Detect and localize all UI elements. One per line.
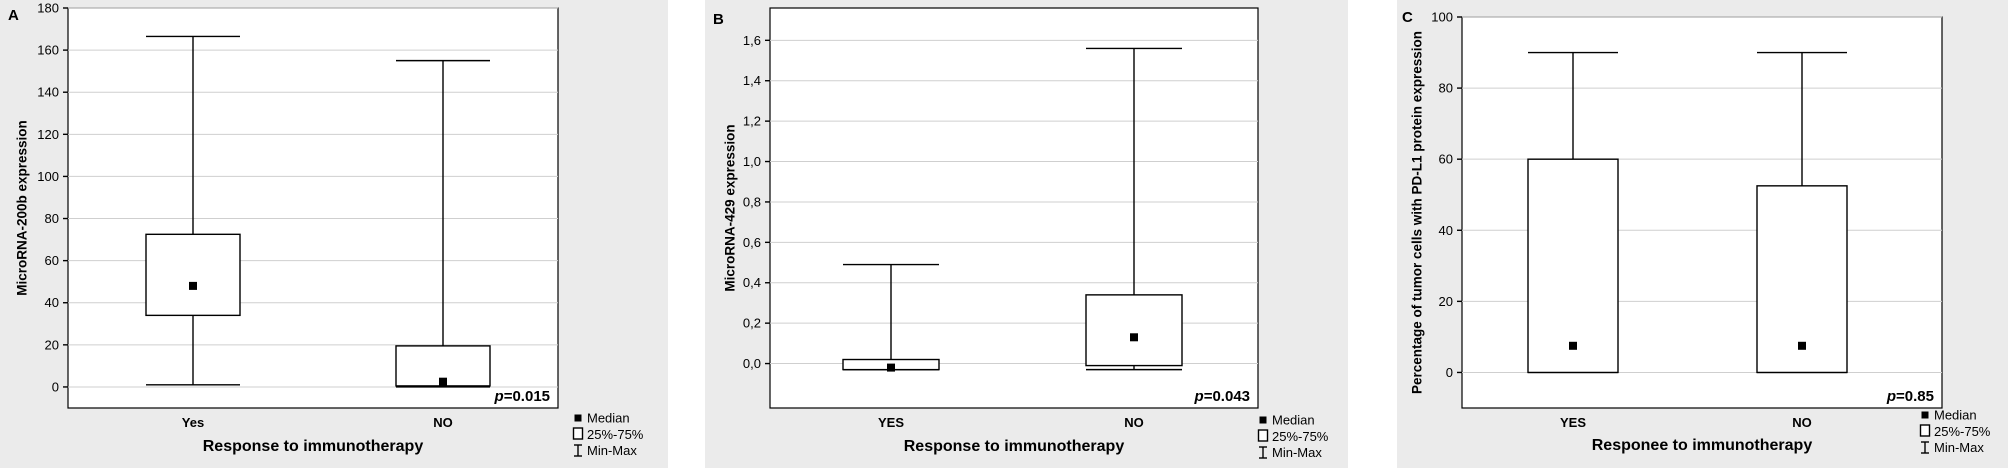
y-tick-label: 120 xyxy=(37,127,59,142)
x-tick-label: Yes xyxy=(182,415,204,430)
median-marker xyxy=(1569,341,1577,350)
p-value-number: =0.85 xyxy=(1896,388,1934,405)
iqr-box xyxy=(1756,185,1848,374)
x-tick-label: NO xyxy=(1792,415,1812,430)
y-tick-label: 180 xyxy=(37,1,59,16)
y-tick-label: 0 xyxy=(1446,365,1453,380)
panel-letter: B xyxy=(713,11,724,28)
iqr-box xyxy=(1527,158,1619,374)
box-yes xyxy=(145,35,241,386)
p-value: p=0.85 xyxy=(1886,388,1934,405)
p-value-symbol: p xyxy=(1886,388,1896,405)
y-tick-label: 60 xyxy=(1439,152,1453,167)
y-tick-label: 1,4 xyxy=(743,73,761,88)
iqr-box xyxy=(1085,294,1183,367)
panel-c: 0 20 40 60 80 100 C Percentage of tumor cells w… xyxy=(1397,0,2008,468)
y-tick-label: 0,4 xyxy=(743,275,761,290)
median-marker xyxy=(439,377,447,386)
x-axis-label: Responee to immunotherapy xyxy=(1592,437,1813,454)
y-axis-label: MicroRNA-429 expression xyxy=(723,124,738,291)
legend-box-marker xyxy=(572,427,584,440)
y-tick-label: 0,8 xyxy=(743,194,761,209)
panel-letter: A xyxy=(8,7,19,24)
y-tick-label: 140 xyxy=(37,85,59,100)
legend-median-label: Median xyxy=(1272,413,1315,428)
p-value-symbol: p xyxy=(494,388,504,405)
legend-median-label: Median xyxy=(1934,408,1977,423)
box-no xyxy=(1085,47,1183,371)
y-tick-label: 40 xyxy=(45,295,59,310)
x-axis-label: Response to immunotherapy xyxy=(904,438,1125,455)
legend-box-marker xyxy=(1257,429,1269,442)
y-tick-label: 40 xyxy=(1439,223,1453,238)
legend-range-label: Min-Max xyxy=(1934,440,1984,455)
y-axis-label: Percentage of tumor cells with PD-L1 pro… xyxy=(1410,31,1425,394)
y-tick-label: 20 xyxy=(1439,294,1453,309)
box-yes xyxy=(842,263,940,372)
y-tick-label: 20 xyxy=(45,337,59,352)
y-tick-label: 60 xyxy=(45,253,59,268)
y-tick-label: 1,2 xyxy=(743,114,761,129)
legend-median-marker xyxy=(1259,416,1267,424)
median-marker xyxy=(189,281,197,290)
legend-median-marker xyxy=(574,414,582,422)
median-marker xyxy=(1798,341,1806,350)
y-axis-label: MicroRNA-200b expression xyxy=(15,120,30,296)
p-value-number: =0.043 xyxy=(1204,388,1250,405)
iqr-box xyxy=(145,233,241,317)
y-tick-label: 1,6 xyxy=(743,33,761,48)
y-tick-label: 160 xyxy=(37,43,59,58)
legend-range-label: Min-Max xyxy=(587,443,637,458)
y-tick-label: 0,6 xyxy=(743,235,761,250)
p-value-symbol: p xyxy=(1194,388,1204,405)
legend-range-label: Min-Max xyxy=(1272,445,1322,460)
legend-median-label: Median xyxy=(587,411,630,426)
box-no xyxy=(395,59,491,388)
x-tick-label: YES xyxy=(878,415,904,430)
plot-area xyxy=(67,7,559,409)
panel-letter: C xyxy=(1402,9,1413,26)
legend-median-marker xyxy=(1921,411,1929,419)
y-tick-label: 100 xyxy=(37,169,59,184)
legend-box-label: 25%-75% xyxy=(1934,424,1991,439)
p-value: p=0.015 xyxy=(494,388,550,405)
x-tick-label: NO xyxy=(1124,415,1144,430)
x-tick-label: NO xyxy=(433,415,453,430)
p-value-number: =0.015 xyxy=(504,388,550,405)
legend-box-label: 25%-75% xyxy=(587,427,644,442)
p-value: p=0.043 xyxy=(1194,388,1250,405)
x-axis-label: Response to immunotherapy xyxy=(203,438,424,455)
median-marker xyxy=(1130,333,1138,342)
box-yes xyxy=(1527,51,1619,374)
plot-area xyxy=(769,7,1259,409)
median-marker xyxy=(887,363,895,372)
y-tick-label: 0,2 xyxy=(743,316,761,331)
box-no xyxy=(1756,51,1848,374)
y-tick-label: 80 xyxy=(45,211,59,226)
legend-box-marker xyxy=(1919,424,1931,437)
panel-b: 0,0 0,2 0,4 0,6 0,8 1,0 1,2 1,4 1,6 B MicroRNA-429… xyxy=(705,0,1348,468)
x-tick-label: YES xyxy=(1560,415,1586,430)
y-tick-label: 100 xyxy=(1431,10,1453,25)
y-tick-label: 1,0 xyxy=(743,154,761,169)
y-tick-label: 80 xyxy=(1439,81,1453,96)
y-tick-label: 0 xyxy=(52,379,59,394)
panel-a: 0 20 40 60 80 100 120 140 160 180 A MicroRNA-200b e… xyxy=(0,0,668,468)
y-tick-label: 0,0 xyxy=(743,356,761,371)
legend-box-label: 25%-75% xyxy=(1272,429,1329,444)
